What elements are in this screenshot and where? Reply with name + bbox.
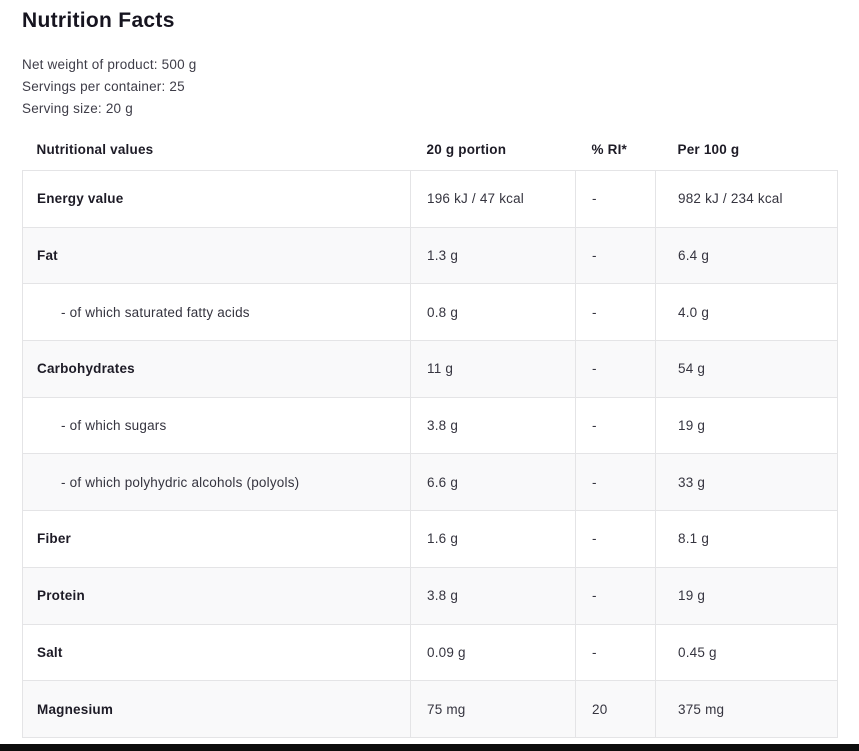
per-100g-value: 19 g xyxy=(655,566,838,625)
portion-value: 0.09 g xyxy=(410,623,576,682)
table-row: - of which sugars 3.8 g - 19 g xyxy=(22,396,838,455)
table-row: Fiber 1.6 g - 8.1 g xyxy=(22,510,838,568)
ri-value: 20 xyxy=(575,680,656,738)
table-row: Carbohydrates 11 g - 54 g xyxy=(22,340,838,398)
nutrient-label: Magnesium xyxy=(22,680,411,738)
nutrient-label: - of which sugars xyxy=(22,396,411,455)
portion-value: 3.8 g xyxy=(410,396,576,455)
ri-value: - xyxy=(575,396,656,455)
header-row: Nutritional values 20 g portion % RI* Pe… xyxy=(22,128,838,171)
per-100g-value: 0.45 g xyxy=(655,623,838,682)
ri-value: - xyxy=(575,226,656,285)
ri-value: - xyxy=(575,510,656,568)
nutrition-table-body: Energy value 196 kJ / 47 kcal - 982 kJ /… xyxy=(22,170,838,738)
nutrient-label: Fiber xyxy=(22,510,411,568)
per-100g-value: 54 g xyxy=(655,340,838,398)
nutrient-label: - of which saturated fatty acids xyxy=(22,283,411,342)
nutrition-table-header: Nutritional values 20 g portion % RI* Pe… xyxy=(22,128,838,171)
col-header-portion: 20 g portion xyxy=(410,128,576,171)
table-row: Fat 1.3 g - 6.4 g xyxy=(22,226,838,285)
ri-value: - xyxy=(575,623,656,682)
table-row: - of which polyhydric alcohols (polyols)… xyxy=(22,453,838,512)
ri-value: - xyxy=(575,283,656,342)
nutrient-label: Carbohydrates xyxy=(22,340,411,398)
per-100g-value: 19 g xyxy=(655,396,838,455)
per-100g-value: 33 g xyxy=(655,453,838,512)
per-100g-value: 4.0 g xyxy=(655,283,838,342)
portion-value: 196 kJ / 47 kcal xyxy=(410,170,576,228)
ri-value: - xyxy=(575,566,656,625)
nutrient-label: Fat xyxy=(22,226,411,285)
ri-value: - xyxy=(575,340,656,398)
portion-value: 75 mg xyxy=(410,680,576,738)
table-row: Magnesium 75 mg 20 375 mg xyxy=(22,680,838,738)
per-100g-value: 982 kJ / 234 kcal xyxy=(655,170,838,228)
nutrient-label: - of which polyhydric alcohols (polyols) xyxy=(22,453,411,512)
nutrient-label: Energy value xyxy=(22,170,411,228)
col-header-ri: % RI* xyxy=(575,128,656,171)
nutrition-table: Nutritional values 20 g portion % RI* Pe… xyxy=(22,128,838,738)
bottom-divider-bar xyxy=(0,744,859,751)
table-row: - of which saturated fatty acids 0.8 g -… xyxy=(22,283,838,342)
portion-value: 0.8 g xyxy=(410,283,576,342)
portion-value: 1.3 g xyxy=(410,226,576,285)
serving-size-line: Serving size: 20 g xyxy=(22,101,133,116)
net-weight-line: Net weight of product: 500 g xyxy=(22,57,197,72)
per-100g-value: 6.4 g xyxy=(655,226,838,285)
per-100g-value: 8.1 g xyxy=(655,510,838,568)
table-row: Salt 0.09 g - 0.45 g xyxy=(22,623,838,682)
table-row: Energy value 196 kJ / 47 kcal - 982 kJ /… xyxy=(22,170,838,228)
per-100g-value: 375 mg xyxy=(655,680,838,738)
page-title: Nutrition Facts xyxy=(22,9,175,32)
portion-value: 11 g xyxy=(410,340,576,398)
portion-value: 1.6 g xyxy=(410,510,576,568)
nutrient-label: Protein xyxy=(22,566,411,625)
portion-value: 6.6 g xyxy=(410,453,576,512)
nutrient-label: Salt xyxy=(22,623,411,682)
servings-per-container-line: Servings per container: 25 xyxy=(22,79,185,94)
col-header-nutritional-values: Nutritional values xyxy=(22,128,411,171)
col-header-per-100g: Per 100 g xyxy=(655,128,838,171)
table-row: Protein 3.8 g - 19 g xyxy=(22,566,838,625)
portion-value: 3.8 g xyxy=(410,566,576,625)
product-meta: Net weight of product: 500 g Servings pe… xyxy=(22,54,196,120)
ri-value: - xyxy=(575,170,656,228)
ri-value: - xyxy=(575,453,656,512)
